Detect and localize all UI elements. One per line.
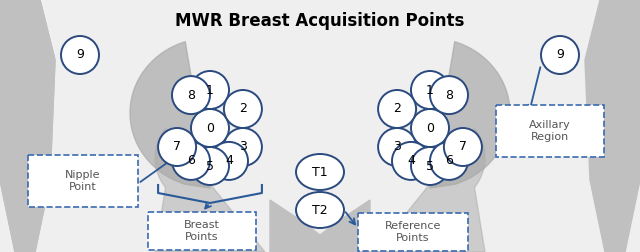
Circle shape — [224, 90, 262, 128]
Circle shape — [378, 128, 416, 166]
Circle shape — [172, 76, 210, 114]
Text: 6: 6 — [445, 154, 453, 167]
Text: 8: 8 — [445, 89, 453, 102]
Text: 1: 1 — [206, 83, 214, 97]
Circle shape — [411, 109, 449, 147]
Circle shape — [411, 71, 449, 109]
Ellipse shape — [296, 192, 344, 228]
Circle shape — [430, 142, 468, 180]
Circle shape — [191, 71, 229, 109]
Text: 7: 7 — [459, 141, 467, 153]
FancyBboxPatch shape — [148, 212, 256, 250]
FancyBboxPatch shape — [358, 213, 468, 251]
Circle shape — [411, 147, 449, 185]
Text: 0: 0 — [206, 121, 214, 135]
Text: 4: 4 — [225, 154, 233, 167]
Text: Reference
Points: Reference Points — [385, 221, 441, 243]
Circle shape — [444, 128, 482, 166]
Circle shape — [224, 128, 262, 166]
Text: T2: T2 — [312, 204, 328, 216]
FancyBboxPatch shape — [28, 155, 138, 207]
Text: 5: 5 — [206, 160, 214, 173]
Text: 3: 3 — [239, 141, 247, 153]
Circle shape — [191, 109, 229, 147]
Text: 5: 5 — [426, 160, 434, 173]
Polygon shape — [0, 0, 55, 252]
Circle shape — [172, 142, 210, 180]
Text: 2: 2 — [239, 103, 247, 115]
Circle shape — [392, 142, 430, 180]
Text: 1: 1 — [426, 83, 434, 97]
Text: T1: T1 — [312, 166, 328, 178]
Text: 9: 9 — [556, 48, 564, 61]
Polygon shape — [270, 200, 370, 252]
Text: 8: 8 — [187, 89, 195, 102]
Circle shape — [158, 128, 196, 166]
Text: Axillary
Region: Axillary Region — [529, 120, 571, 142]
Text: 0: 0 — [426, 121, 434, 135]
Text: 6: 6 — [187, 154, 195, 167]
Polygon shape — [430, 42, 510, 188]
Ellipse shape — [296, 154, 344, 190]
Polygon shape — [155, 129, 265, 252]
Circle shape — [430, 76, 468, 114]
Circle shape — [541, 36, 579, 74]
Polygon shape — [130, 42, 210, 188]
Circle shape — [378, 90, 416, 128]
Text: 3: 3 — [393, 141, 401, 153]
Text: Breast
Points: Breast Points — [184, 220, 220, 242]
Polygon shape — [375, 129, 485, 252]
Text: 7: 7 — [173, 141, 181, 153]
Text: 4: 4 — [407, 154, 415, 167]
Circle shape — [61, 36, 99, 74]
Text: 9: 9 — [76, 48, 84, 61]
Text: 2: 2 — [393, 103, 401, 115]
Text: MWR Breast Acquisition Points: MWR Breast Acquisition Points — [175, 12, 465, 30]
Circle shape — [191, 147, 229, 185]
Text: Nipple
Point: Nipple Point — [65, 170, 100, 192]
Circle shape — [210, 142, 248, 180]
Polygon shape — [585, 0, 640, 252]
FancyBboxPatch shape — [496, 105, 604, 157]
Polygon shape — [0, 0, 55, 252]
